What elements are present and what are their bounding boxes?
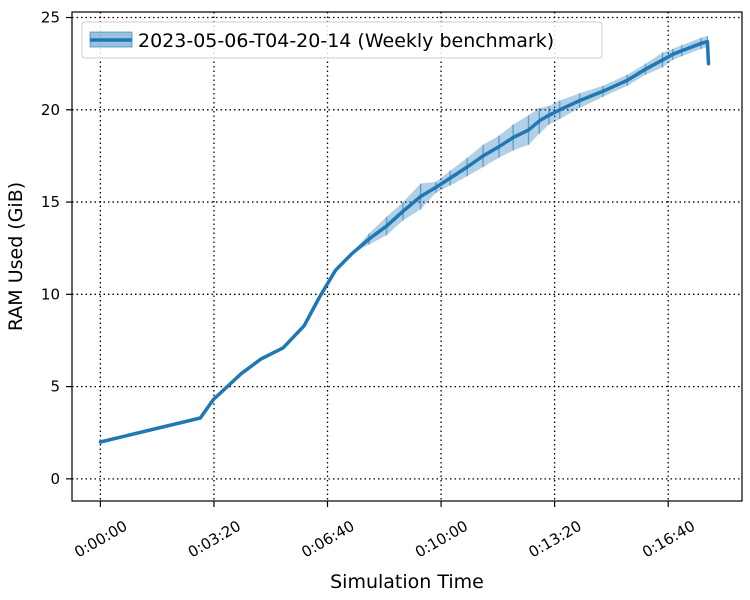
data-point xyxy=(334,269,337,272)
data-point xyxy=(498,145,500,148)
x-tick-label: 0:00:00 xyxy=(71,517,130,562)
data-point xyxy=(707,62,710,65)
data-point xyxy=(99,441,102,443)
plot-frame xyxy=(71,11,743,502)
grid-lines xyxy=(72,12,742,501)
data-point xyxy=(212,398,215,401)
series-error-band xyxy=(100,36,709,442)
x-tick-label: 0:03:20 xyxy=(185,517,244,562)
data-point xyxy=(282,347,285,349)
data-point xyxy=(558,109,561,111)
data-point xyxy=(402,210,404,213)
y-axis-label: RAM Used (GiB) xyxy=(5,182,27,331)
data-point xyxy=(466,166,468,168)
x-axis-ticks: 0:00:00 0:03:20 0:06:40 0:10:00 0:13:20 0:16:… xyxy=(71,501,698,561)
data-point xyxy=(260,358,262,360)
series-lines xyxy=(98,39,711,444)
y-tick-label: 0 xyxy=(50,470,60,488)
y-tick-label: 10 xyxy=(41,285,60,303)
legend-label: 2023-05-06-T04-20-14 (Weekly benchmark) xyxy=(138,30,554,52)
data-point xyxy=(548,114,550,117)
x-axis-label: Simulation Time xyxy=(330,571,484,593)
data-point xyxy=(661,59,664,61)
data-point xyxy=(578,99,581,102)
data-point xyxy=(419,195,422,198)
data-point xyxy=(681,49,683,52)
x-tick-label: 0:10:00 xyxy=(412,517,471,562)
data-point xyxy=(368,238,370,240)
y-axis-ticks: 0 5 10 15 20 25 xyxy=(41,9,72,488)
series-line xyxy=(98,39,711,444)
data-point xyxy=(385,225,388,227)
data-point xyxy=(449,177,451,179)
data-point xyxy=(351,252,353,255)
x-tick-label: 0:13:20 xyxy=(526,517,585,562)
data-point xyxy=(303,324,306,327)
data-point xyxy=(240,372,243,375)
data-point xyxy=(644,68,647,71)
x-tick-label: 0:06:40 xyxy=(298,517,357,562)
data-point xyxy=(199,417,202,419)
y-tick-label: 25 xyxy=(41,9,60,27)
data-point xyxy=(700,42,702,45)
data-point xyxy=(482,155,484,157)
data-point xyxy=(626,79,629,82)
data-point xyxy=(318,297,320,299)
x-tick-label: 0:16:40 xyxy=(639,517,698,562)
data-point xyxy=(435,186,437,189)
data-point xyxy=(512,136,514,139)
data-point xyxy=(706,40,709,43)
y-tick-label: 20 xyxy=(41,101,60,119)
error-band xyxy=(100,36,709,442)
data-point xyxy=(602,90,604,93)
data-point xyxy=(538,120,541,122)
data-point xyxy=(527,129,530,131)
data-point xyxy=(671,53,674,56)
legend: 2023-05-06-T04-20-14 (Weekly benchmark) xyxy=(81,21,603,59)
legend-box xyxy=(81,21,603,59)
y-tick-label: 15 xyxy=(41,193,60,211)
y-tick-label: 5 xyxy=(50,378,60,396)
